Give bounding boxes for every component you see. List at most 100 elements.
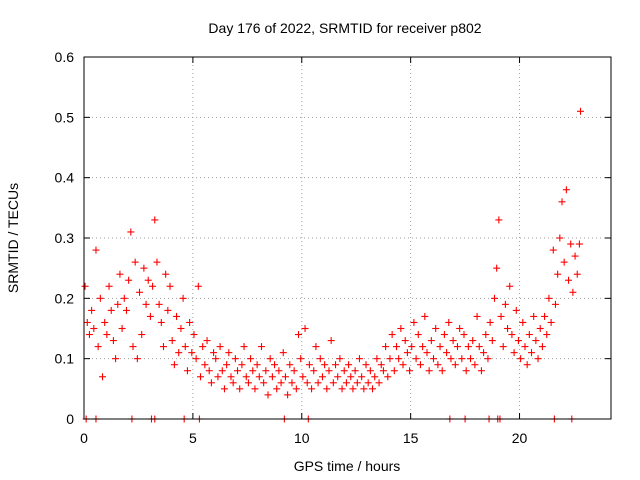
data-point bbox=[83, 318, 91, 326]
data-point bbox=[493, 264, 501, 272]
data-point bbox=[577, 107, 585, 115]
data-point bbox=[480, 349, 488, 357]
data-point bbox=[410, 318, 418, 326]
data-point bbox=[81, 282, 89, 290]
data-point bbox=[475, 343, 483, 351]
data-point bbox=[382, 343, 390, 351]
data-point bbox=[462, 367, 470, 375]
data-point bbox=[157, 318, 165, 326]
data-point bbox=[164, 306, 172, 314]
data-point bbox=[360, 385, 368, 393]
data-point bbox=[530, 312, 538, 320]
data-point bbox=[116, 270, 124, 278]
data-point bbox=[440, 331, 448, 339]
data-point bbox=[447, 355, 455, 363]
data-point bbox=[199, 343, 207, 351]
data-point bbox=[512, 306, 520, 314]
data-point bbox=[536, 325, 544, 332]
data-point bbox=[334, 373, 342, 381]
x-tick-label: 10 bbox=[294, 430, 310, 446]
data-point bbox=[323, 385, 331, 393]
data-point bbox=[543, 331, 551, 339]
data-point bbox=[236, 385, 244, 393]
data-point bbox=[456, 325, 464, 332]
data-point bbox=[432, 325, 440, 332]
data-point bbox=[183, 367, 191, 375]
data-point bbox=[131, 258, 139, 266]
data-point bbox=[366, 367, 374, 375]
data-point bbox=[103, 331, 111, 339]
data-point bbox=[238, 361, 246, 369]
y-tick-label: 0.6 bbox=[55, 49, 75, 65]
data-point bbox=[565, 276, 573, 284]
data-point bbox=[194, 282, 202, 290]
y-tick-label: 0.4 bbox=[55, 170, 75, 186]
data-point bbox=[484, 355, 492, 363]
data-point bbox=[190, 331, 198, 339]
data-point bbox=[277, 379, 285, 387]
data-point bbox=[207, 379, 215, 387]
data-point bbox=[188, 349, 196, 357]
data-point bbox=[257, 343, 265, 351]
data-point bbox=[127, 228, 135, 236]
data-point bbox=[482, 331, 490, 339]
data-point bbox=[388, 331, 396, 339]
data-point bbox=[473, 312, 481, 320]
data-point bbox=[210, 349, 218, 357]
chart-title: Day 176 of 2022, SRMTID for receiver p80… bbox=[208, 20, 481, 36]
data-point bbox=[508, 331, 516, 339]
data-point bbox=[528, 349, 536, 357]
y-axis-label: SRMTID / TECUs bbox=[5, 183, 21, 293]
data-point bbox=[460, 331, 468, 339]
data-point bbox=[133, 355, 141, 363]
data-point bbox=[107, 306, 115, 314]
data-point bbox=[347, 373, 355, 381]
data-point bbox=[401, 337, 409, 345]
data-point bbox=[569, 288, 577, 296]
data-point bbox=[201, 361, 209, 369]
data-point bbox=[373, 355, 381, 363]
data-point bbox=[423, 349, 431, 357]
data-point bbox=[281, 373, 289, 381]
data-point bbox=[573, 270, 581, 278]
data-point bbox=[547, 318, 555, 326]
data-point bbox=[445, 318, 453, 326]
y-tick-label: 0.5 bbox=[55, 109, 75, 125]
data-point bbox=[519, 318, 527, 326]
data-point bbox=[197, 373, 205, 381]
data-point bbox=[144, 276, 152, 284]
y-tick-label: 0 bbox=[66, 411, 74, 427]
data-point bbox=[264, 391, 272, 399]
data-point bbox=[192, 355, 200, 363]
data-point bbox=[275, 367, 283, 375]
data-point bbox=[458, 355, 466, 363]
data-point bbox=[105, 282, 113, 290]
data-point bbox=[301, 325, 309, 332]
data-point bbox=[392, 343, 400, 351]
data-point bbox=[109, 337, 117, 345]
data-point bbox=[255, 373, 263, 381]
data-point bbox=[179, 294, 187, 302]
y-tick-label: 0.2 bbox=[55, 290, 75, 306]
data-point bbox=[416, 361, 424, 369]
data-point bbox=[549, 246, 557, 254]
data-point bbox=[288, 379, 296, 387]
data-point bbox=[153, 258, 161, 266]
data-point bbox=[129, 343, 137, 351]
data-point bbox=[408, 343, 416, 351]
data-point bbox=[375, 379, 383, 387]
data-point bbox=[362, 361, 370, 369]
data-point bbox=[218, 367, 226, 375]
data-point bbox=[318, 373, 326, 381]
x-tick-labels: 0 5 10 15 20 bbox=[80, 430, 527, 446]
data-point bbox=[325, 367, 333, 375]
data-point bbox=[395, 355, 403, 363]
data-point bbox=[205, 367, 213, 375]
data-point bbox=[419, 343, 427, 351]
data-point bbox=[495, 216, 503, 224]
data-point bbox=[397, 325, 405, 332]
data-point bbox=[223, 361, 231, 369]
y-tick-label: 0.3 bbox=[55, 230, 75, 246]
data-point bbox=[114, 300, 122, 308]
data-point bbox=[560, 258, 568, 266]
